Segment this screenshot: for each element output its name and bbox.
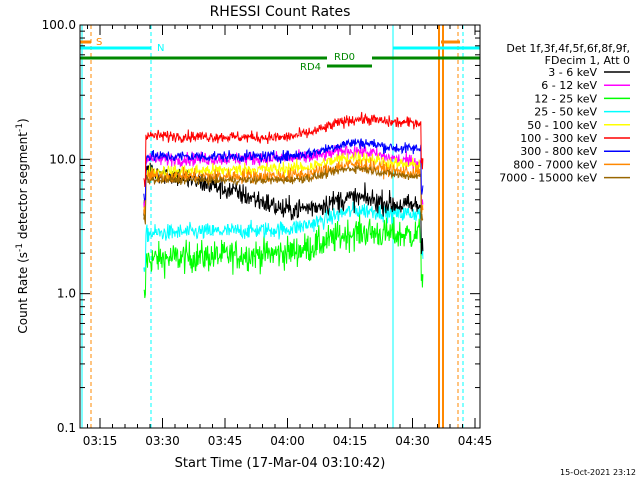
timestamp: 15-Oct-2021 23:12 [560,468,636,477]
series-group [143,111,424,299]
legend-header-line-1: Det 1f,3f,4f,5f,6f,8f,9f, [506,42,630,55]
legend-entry-label: 25 - 50 keV [534,106,597,119]
series-line [143,201,424,272]
x-tick-label: 04:30 [395,434,430,448]
legend-entry-label: 3 - 6 keV [548,66,597,79]
night-label: N [157,43,164,54]
chart-title: RHESSI Count Rates [210,4,351,20]
x-tick-label: 03:45 [208,434,243,448]
rd0-label: RD0 [334,52,355,63]
legend-entry-label: 12 - 25 keV [534,92,597,105]
x-tick-label: 03:30 [145,434,180,448]
plot-frame [79,24,481,429]
x-tick-label: 04:45 [458,434,493,448]
legend-entry-label: 6 - 12 keV [541,79,597,92]
marker-lines: S N RD0 RD4 [80,25,480,428]
series-line [143,212,424,299]
series-line [143,138,424,201]
y-axis-label: Count Rate (s-1 detector segment-1) [15,118,30,333]
legend-entry-label: 7000 - 15000 keV [499,172,597,185]
x-axis: 03:15 03:30 03:45 04:00 04:15 04:30 04:45 [83,25,493,448]
x-tick-label: 03:15 [83,434,118,448]
y-tick-label: 1.0 [57,287,76,301]
legend-entry-label: 300 - 800 keV [520,145,597,158]
y-axis: 0.1 1.0 10.0 100.0 [42,18,480,435]
series-line [143,162,424,255]
x-tick-label: 04:00 [270,434,305,448]
series-line [143,141,424,211]
series-line [143,165,424,225]
x-axis-label: Start Time (17-Mar-04 03:10:42) [175,456,386,471]
series-line [143,151,424,216]
series-line [143,157,424,217]
series-line [143,111,424,187]
x-tick-label: 04:15 [333,434,368,448]
legend: Det 1f,3f,4f,5f,6f,8f,9f, FDecim 1, Att … [499,42,630,185]
legend-entry-label: 50 - 100 keV [527,119,597,132]
legend-entry-label: 800 - 7000 keV [513,158,597,171]
legend-entry-label: 100 - 300 keV [520,132,597,145]
y-tick-label: 0.1 [57,421,76,435]
rd4-label: RD4 [300,62,321,73]
legend-header-line-2: FDecim 1, Att 0 [545,54,630,67]
saa-label: S [96,37,102,48]
y-tick-label: 10.0 [49,152,76,166]
y-tick-label: 100.0 [42,18,76,32]
